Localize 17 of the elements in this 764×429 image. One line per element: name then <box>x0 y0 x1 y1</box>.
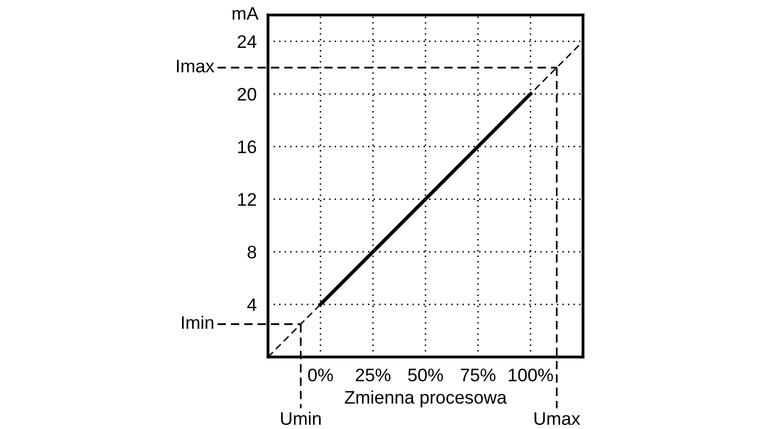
y-tick-label: 12 <box>238 193 256 206</box>
y-tick-label: 8 <box>248 246 256 258</box>
x-tick-label: 50% <box>408 368 443 382</box>
x-tick-label: 100% <box>508 368 553 382</box>
ref-line-label: Umax <box>534 412 580 425</box>
y-tick-label: 20 <box>238 88 256 101</box>
y-tick-label: 24 <box>238 35 256 48</box>
y-axis-title: mA <box>232 7 259 20</box>
ref-line-label: Imax <box>176 60 214 72</box>
y-tick-label: 16 <box>238 140 256 154</box>
x-tick-label: 25% <box>356 368 390 382</box>
x-axis-title: Zmienna procesowa <box>344 390 507 408</box>
ref-line-label: Umin <box>281 412 321 425</box>
x-tick-label: 0% <box>308 368 333 382</box>
ref-line-label: Imin <box>182 316 214 329</box>
y-tick-label: 4 <box>247 298 256 311</box>
x-tick-label: 75% <box>460 368 496 382</box>
